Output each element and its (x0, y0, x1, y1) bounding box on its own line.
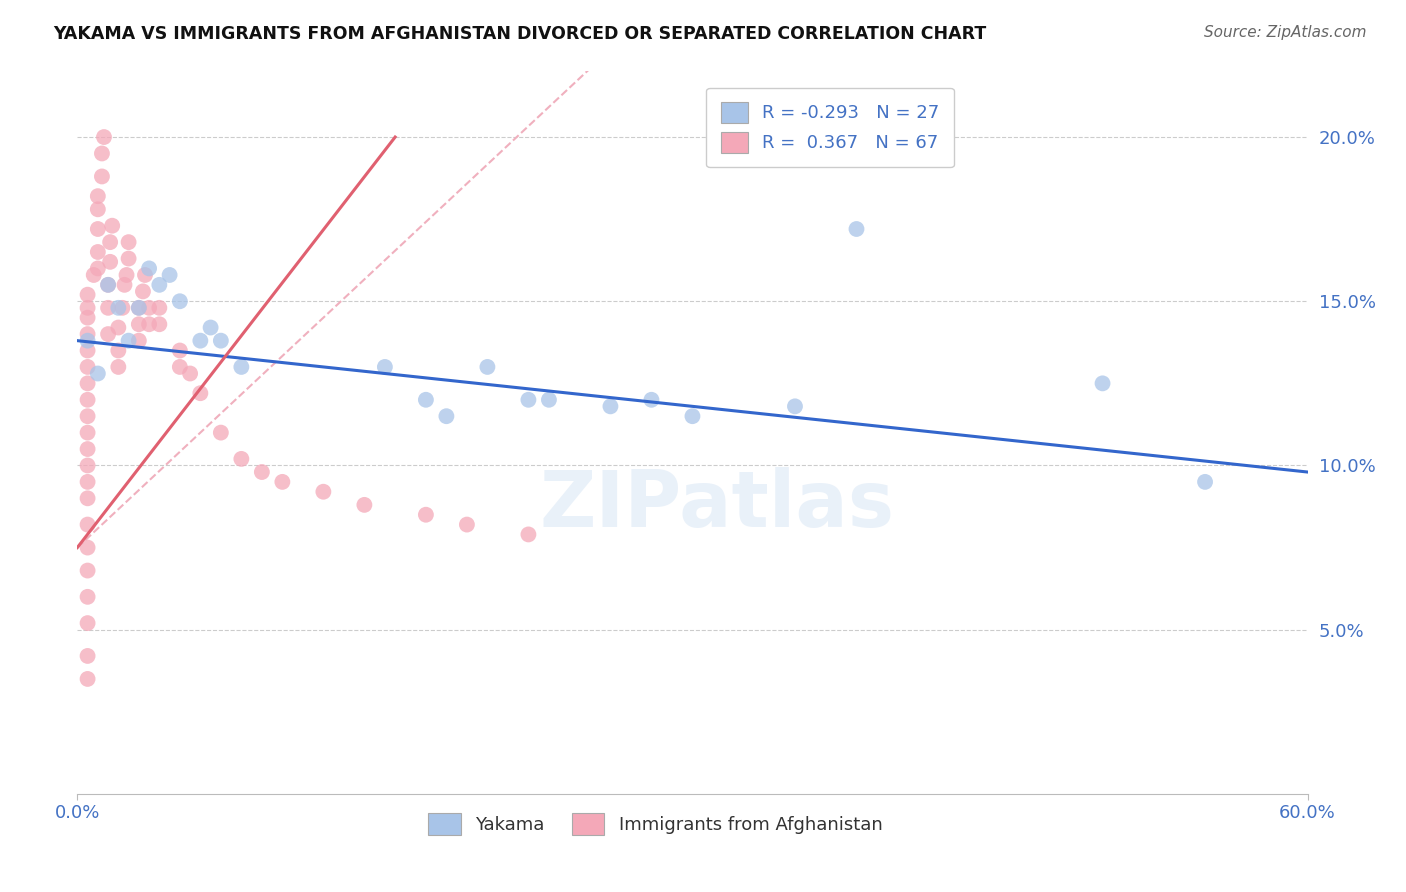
Point (117, 235, 139, 249)
Point (231, 359, 253, 374)
Point (107, 301, 129, 315)
Point (87, 222, 110, 236)
Point (76, 310, 98, 325)
Point (87, 261, 110, 276)
Point (101, 219, 124, 233)
Point (111, 301, 134, 315)
Text: Source: ZipAtlas.com: Source: ZipAtlas.com (1204, 25, 1367, 40)
Point (138, 261, 160, 276)
Point (98, 255, 121, 269)
Point (188, 386, 212, 401)
Point (97, 301, 120, 315)
Point (98, 235, 121, 249)
Point (97, 277, 120, 292)
Point (200, 320, 222, 334)
Point (188, 334, 212, 348)
Point (132, 285, 155, 299)
Point (76, 517, 98, 532)
Point (117, 252, 139, 266)
Point (90, 146, 114, 161)
Point (97, 327, 120, 342)
Point (114, 277, 136, 292)
Point (93, 130, 115, 145)
Point (90, 169, 114, 184)
Point (97, 277, 120, 292)
Point (179, 367, 201, 381)
Point (128, 318, 150, 332)
Point (76, 334, 98, 348)
Point (128, 301, 150, 315)
Point (159, 268, 181, 282)
Point (107, 343, 129, 358)
Point (76, 541, 98, 555)
Point (783, 400, 806, 414)
Point (517, 527, 540, 541)
Point (537, 392, 560, 407)
Point (87, 244, 110, 259)
Point (76, 327, 98, 342)
Point (76, 564, 98, 578)
Point (76, 648, 98, 663)
Point (76, 425, 98, 440)
Point (107, 320, 129, 334)
Point (76, 392, 98, 407)
Point (169, 294, 191, 309)
Point (128, 301, 150, 315)
Point (374, 359, 396, 374)
Point (353, 498, 375, 512)
Point (415, 392, 437, 407)
Point (148, 318, 170, 332)
Point (209, 334, 232, 348)
Point (250, 465, 273, 479)
Point (477, 359, 499, 374)
Point (76, 343, 98, 358)
Point (169, 343, 191, 358)
Point (148, 301, 170, 315)
Point (76, 458, 98, 473)
Point (76, 590, 98, 604)
Point (209, 425, 232, 440)
Point (682, 409, 704, 424)
Point (107, 359, 129, 374)
Point (138, 301, 160, 315)
Point (456, 517, 478, 532)
Point (76, 491, 98, 506)
Point (87, 367, 110, 381)
Point (76, 616, 98, 631)
Point (87, 202, 110, 217)
Point (436, 409, 458, 424)
Point (415, 508, 437, 522)
Point (599, 400, 621, 414)
Point (76, 287, 98, 301)
Point (138, 318, 160, 332)
Point (231, 451, 253, 466)
Text: ZIPatlas: ZIPatlas (540, 467, 894, 543)
Point (845, 222, 868, 236)
Point (517, 392, 540, 407)
Point (83, 268, 105, 282)
Point (76, 359, 98, 374)
Point (271, 475, 294, 489)
Point (115, 268, 138, 282)
Point (640, 392, 662, 407)
Point (128, 334, 150, 348)
Legend: Yakama, Immigrants from Afghanistan: Yakama, Immigrants from Afghanistan (413, 799, 897, 850)
Point (87, 189, 110, 203)
Text: YAKAMA VS IMMIGRANTS FROM AFGHANISTAN DIVORCED OR SEPARATED CORRELATION CHART: YAKAMA VS IMMIGRANTS FROM AFGHANISTAN DI… (53, 25, 987, 43)
Point (1091, 376, 1114, 391)
Point (134, 268, 156, 282)
Point (1194, 475, 1216, 489)
Point (312, 484, 335, 499)
Point (76, 376, 98, 391)
Point (76, 409, 98, 424)
Point (117, 334, 139, 348)
Point (76, 672, 98, 686)
Point (148, 277, 170, 292)
Point (169, 359, 191, 374)
Point (76, 475, 98, 489)
Point (76, 442, 98, 456)
Point (76, 301, 98, 315)
